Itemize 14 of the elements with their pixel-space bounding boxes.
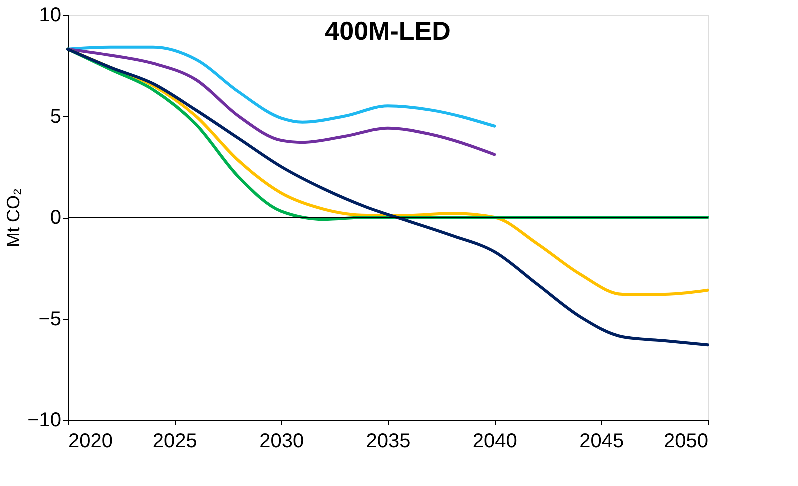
y-tick-label: 10 — [39, 4, 62, 26]
y-tick-label: −5 — [38, 308, 62, 330]
x-tick-label: 2045 — [580, 430, 624, 452]
x-tick-label: 2030 — [260, 430, 304, 452]
x-tick-label: 2040 — [472, 430, 518, 452]
y-tick-label: 0 — [50, 207, 62, 229]
x-tick-label: 2025 — [152, 430, 198, 452]
x-tick-label: 2050 — [664, 430, 708, 452]
y-tick-label: 5 — [50, 106, 62, 128]
chart-title: 400M-LED — [325, 16, 451, 46]
y-axis-title: Mt CO₂ — [4, 188, 24, 248]
y-tick-label: −10 — [28, 410, 62, 432]
x-tick-label: 2035 — [366, 430, 411, 452]
x-tick-label: 2020 — [68, 430, 113, 452]
